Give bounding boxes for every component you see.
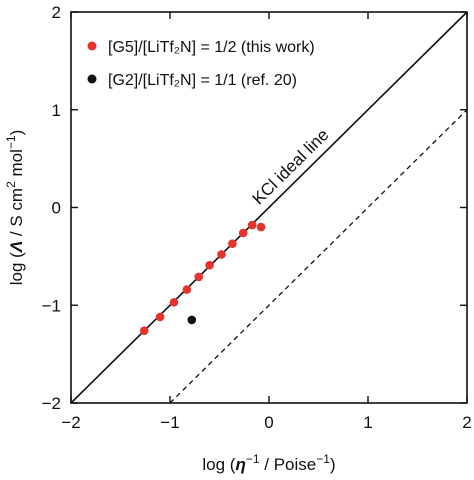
g5-data-point — [247, 220, 257, 230]
x-axis-title-sup2: −1 — [316, 452, 330, 466]
y-tick-label: 1 — [52, 101, 61, 120]
g5-data-point — [139, 326, 149, 335]
y-tick-label: −2 — [42, 394, 61, 413]
y-axis-title-symbol: Λ — [7, 241, 26, 253]
g5-data-point — [238, 228, 248, 238]
x-tick-label: −1 — [160, 413, 179, 432]
kcl-ideal-line-label: KCl ideal line — [249, 125, 333, 208]
legend-label: [G2]/[LiTf₂N] = 1/1 (ref. 20) — [108, 72, 297, 89]
g5-data-point — [256, 222, 266, 232]
y-tick-label: 0 — [52, 199, 61, 218]
x-axis-title-unit: / Poise — [260, 455, 317, 474]
y-axis-title-prefix: log ( — [7, 252, 26, 285]
axes: −2 −1 0 1 2 −2 −1 0 1 2 — [42, 3, 472, 432]
g5-data-point — [205, 260, 214, 270]
g5-data-point — [194, 272, 204, 282]
x-tick-label: −2 — [61, 413, 80, 432]
x-axis-title-sup1: −1 — [246, 452, 260, 466]
y-axis-title-sup2: −1 — [4, 135, 18, 149]
x-axis-title: log (η−1 / Poise−1) — [202, 452, 335, 474]
y-axis-title-unit: / S cm — [7, 188, 26, 241]
g2-data-point — [187, 315, 197, 325]
x-axis-title-symbol: η — [235, 455, 245, 474]
legend-marker — [87, 74, 97, 84]
y-axis-title-sup1: 2 — [4, 181, 18, 188]
legend-marker — [87, 41, 97, 51]
g5-data-point — [217, 250, 226, 259]
x-axis-title-prefix: log ( — [202, 455, 235, 474]
g5-data-point — [228, 239, 237, 248]
legend-label: [G5]/[LiTf₂N] = 1/2 (this work) — [108, 39, 315, 56]
g5-data-point — [169, 298, 179, 307]
reference-lines — [70, 11, 468, 404]
legend: [G5]/[LiTf₂N] = 1/2 (this work) [G2]/[LiT… — [87, 39, 315, 89]
y-tick-label: 2 — [52, 3, 61, 22]
data-points — [139, 220, 266, 335]
kcl-ideal-line — [70, 11, 468, 404]
x-tick-label: 0 — [264, 413, 273, 432]
g5-data-point — [182, 285, 192, 294]
y-axis-title: log (Λ / S cm2 mol−1) — [4, 130, 26, 286]
g5-data-point — [155, 312, 165, 322]
y-axis-title-unit2: mol — [7, 149, 26, 181]
x-tick-label: 1 — [363, 413, 372, 432]
x-tick-label: 2 — [462, 413, 471, 432]
y-tick-label: −1 — [42, 296, 61, 315]
x-axis-title-suffix: ) — [330, 455, 336, 474]
dashed-reference-line — [169, 109, 468, 404]
y-axis-title-suffix: ) — [7, 130, 26, 136]
